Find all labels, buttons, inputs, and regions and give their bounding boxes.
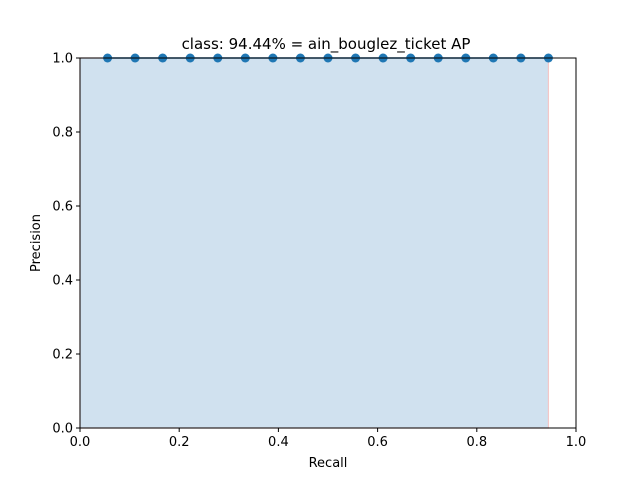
x-tick-label-2: 0.4 <box>268 435 289 450</box>
y-tick-label-0: 0.0 <box>52 422 73 437</box>
x-tick-label-0: 0.0 <box>70 435 91 450</box>
y-axis-ticks: 0.0 0.2 0.4 0.6 0.8 1.0 <box>52 52 80 437</box>
y-tick-label-2: 0.4 <box>52 274 73 289</box>
y-tick-label-1: 0.2 <box>52 348 73 363</box>
x-axis-ticks: 0.0 0.2 0.4 0.6 0.8 1.0 <box>70 428 587 450</box>
plot-area <box>79 53 577 429</box>
x-axis-label: Recall <box>309 456 348 471</box>
x-tick-label-5: 1.0 <box>566 435 587 450</box>
y-tick-label-3: 0.6 <box>52 200 73 215</box>
x-tick-label-4: 0.8 <box>466 435 487 450</box>
axes-frame <box>79 57 577 429</box>
chart-title: class: 94.44% = ain_bouglez_ticket AP <box>182 35 471 54</box>
ap-area <box>79 57 550 429</box>
x-tick-label-1: 0.2 <box>169 435 190 450</box>
y-tick-label-5: 1.0 <box>52 52 73 67</box>
y-axis-label: Precision <box>29 214 44 272</box>
x-tick-label-3: 0.6 <box>367 435 388 450</box>
y-tick-label-4: 0.8 <box>52 126 73 141</box>
